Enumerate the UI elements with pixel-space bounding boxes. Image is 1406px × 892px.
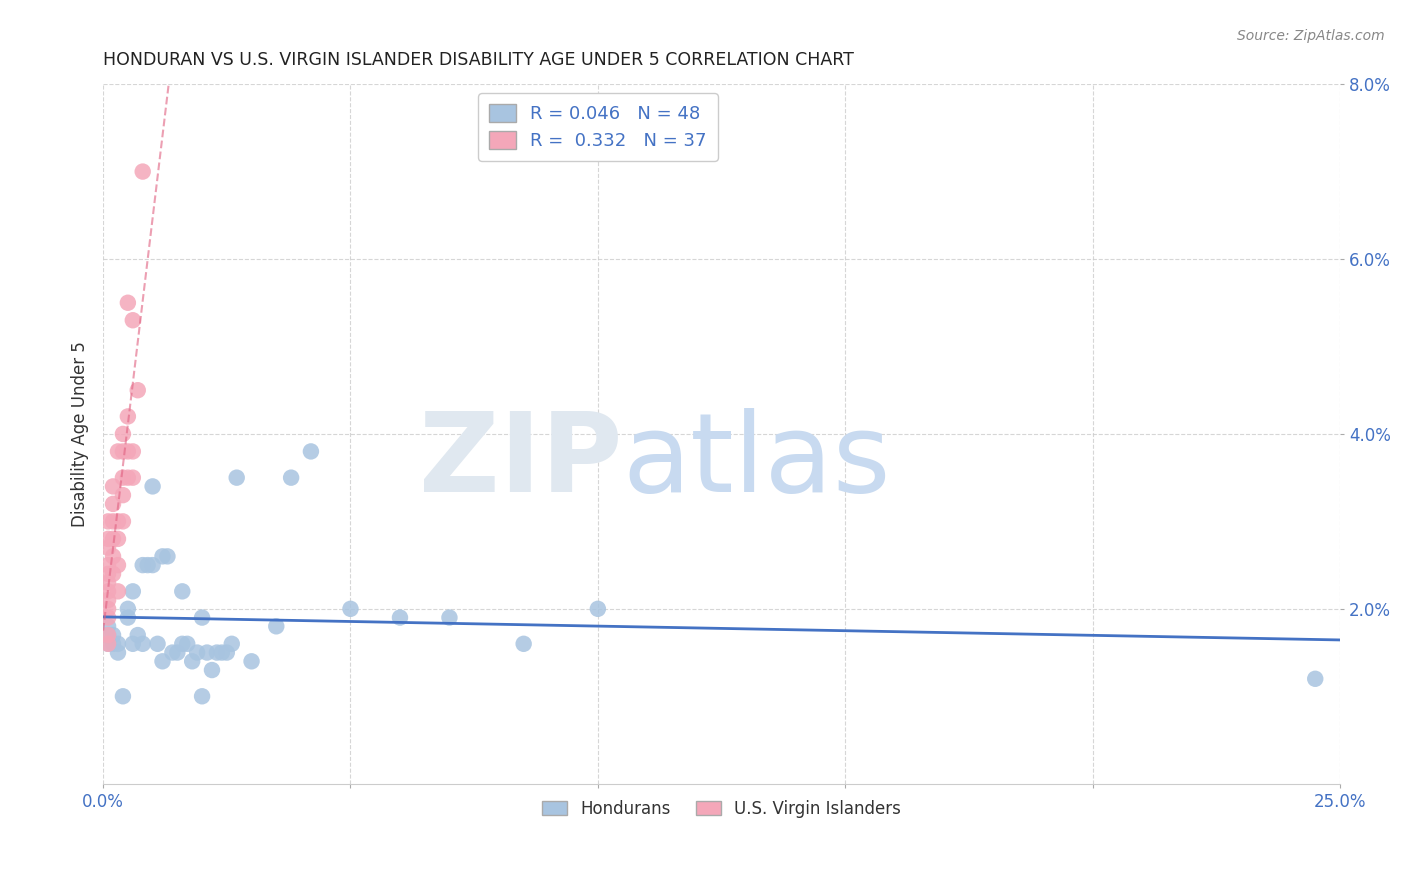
Point [117, 602, 139, 616]
Point [439, 610, 461, 624]
Point [111, 515, 134, 529]
Point [195, 646, 218, 660]
Text: Source: ZipAtlas.com: Source: ZipAtlas.com [1237, 29, 1385, 43]
Point [97, 515, 120, 529]
Point [107, 637, 129, 651]
Point [97, 532, 120, 546]
Text: atlas: atlas [623, 409, 891, 516]
Point [107, 515, 129, 529]
Point [240, 654, 263, 668]
Point [191, 690, 214, 704]
Text: ZIP: ZIP [419, 409, 623, 516]
Point [181, 654, 204, 668]
Point [101, 497, 124, 511]
Y-axis label: Disability Age Under 5: Disability Age Under 5 [72, 341, 89, 527]
Point [107, 646, 129, 660]
Point [101, 479, 124, 493]
Point [156, 549, 179, 564]
Point [388, 610, 411, 624]
Point [121, 584, 143, 599]
Point [97, 593, 120, 607]
Point [117, 295, 139, 310]
Point [107, 558, 129, 573]
Point [280, 470, 302, 484]
Point [97, 575, 120, 590]
Point [211, 646, 233, 660]
Point [121, 444, 143, 458]
Point [221, 637, 243, 651]
Point [191, 610, 214, 624]
Point [176, 637, 198, 651]
Point [186, 646, 208, 660]
Point [586, 602, 609, 616]
Point [111, 690, 134, 704]
Point [111, 426, 134, 441]
Point [131, 164, 153, 178]
Point [97, 602, 120, 616]
Point [97, 541, 120, 555]
Point [339, 602, 361, 616]
Point [142, 558, 165, 573]
Point [146, 637, 169, 651]
Point [97, 628, 120, 642]
Point [512, 637, 534, 651]
Point [111, 444, 134, 458]
Point [97, 610, 120, 624]
Point [266, 619, 288, 633]
Point [101, 515, 124, 529]
Point [152, 549, 174, 564]
Point [1303, 672, 1326, 686]
Legend: Hondurans, U.S. Virgin Islanders: Hondurans, U.S. Virgin Islanders [536, 793, 908, 824]
Point [107, 532, 129, 546]
Point [101, 637, 124, 651]
Point [121, 637, 143, 651]
Point [142, 479, 165, 493]
Point [121, 470, 143, 484]
Point [97, 566, 120, 581]
Point [97, 628, 120, 642]
Point [101, 566, 124, 581]
Point [131, 558, 153, 573]
Point [166, 646, 188, 660]
Point [127, 628, 149, 642]
Point [101, 549, 124, 564]
Point [97, 637, 120, 651]
Point [111, 470, 134, 484]
Point [162, 646, 184, 660]
Point [172, 584, 194, 599]
Text: HONDURAN VS U.S. VIRGIN ISLANDER DISABILITY AGE UNDER 5 CORRELATION CHART: HONDURAN VS U.S. VIRGIN ISLANDER DISABIL… [103, 51, 853, 69]
Point [136, 558, 159, 573]
Point [152, 654, 174, 668]
Point [97, 619, 120, 633]
Point [97, 558, 120, 573]
Point [101, 532, 124, 546]
Point [101, 628, 124, 642]
Point [107, 444, 129, 458]
Point [225, 470, 247, 484]
Point [97, 584, 120, 599]
Point [117, 610, 139, 624]
Point [172, 637, 194, 651]
Point [121, 313, 143, 327]
Point [97, 637, 120, 651]
Point [215, 646, 238, 660]
Point [117, 409, 139, 424]
Point [117, 470, 139, 484]
Point [107, 584, 129, 599]
Point [117, 444, 139, 458]
Point [299, 444, 322, 458]
Point [201, 663, 224, 677]
Point [111, 488, 134, 502]
Point [131, 637, 153, 651]
Point [127, 383, 149, 397]
Point [205, 646, 228, 660]
